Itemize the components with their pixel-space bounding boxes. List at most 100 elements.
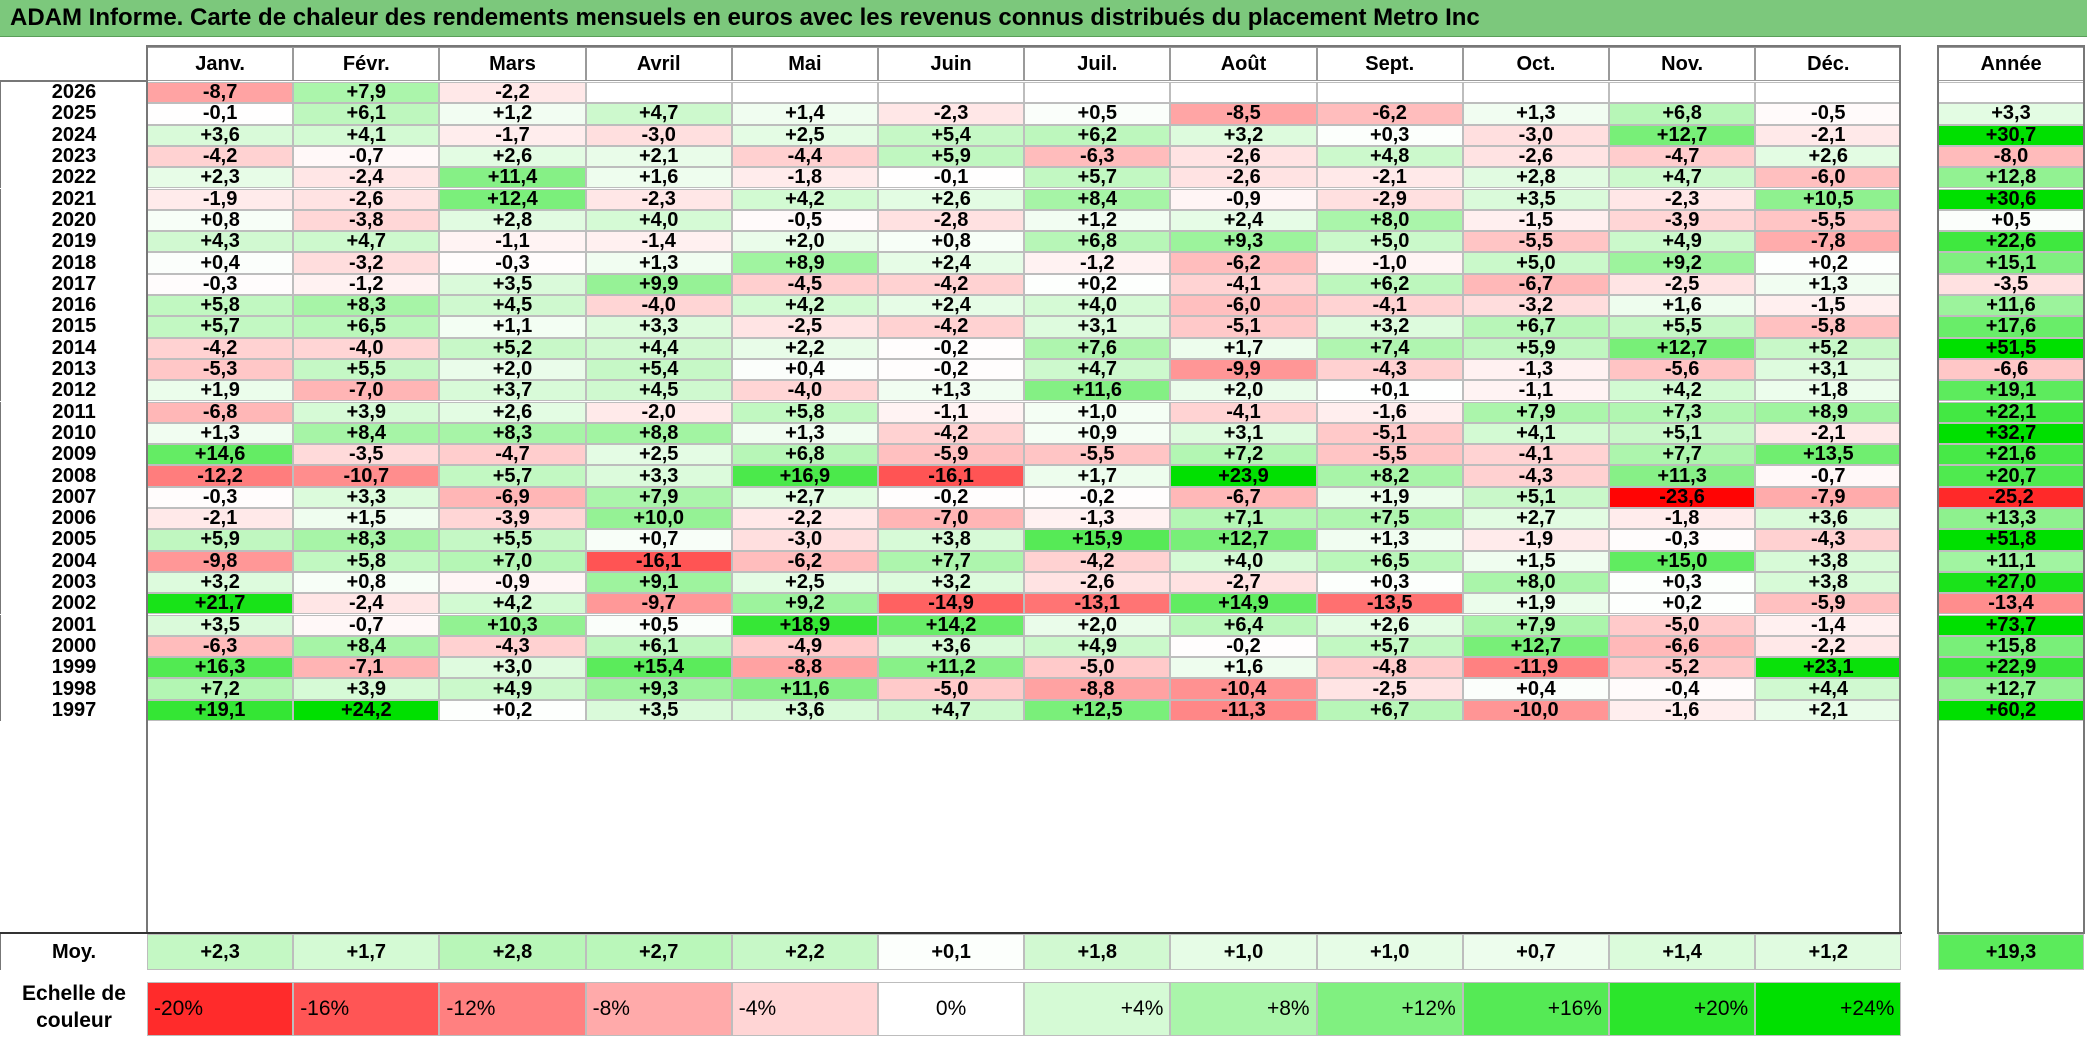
heatmap-cell: +0,5 <box>585 614 732 636</box>
heatmap-cell: -5,5 <box>1462 231 1609 253</box>
heatmap-cell: -9,8 <box>147 550 294 572</box>
heatmap-cell: +2,5 <box>585 444 732 466</box>
heatmap-cell: +1,4 <box>731 103 878 125</box>
heatmap-cell: -1,1 <box>439 231 586 253</box>
heatmap-cell: +7,9 <box>1462 401 1609 423</box>
heatmap-cell: -0,3 <box>1609 529 1756 551</box>
heatmap-cell: +3,8 <box>878 529 1025 551</box>
heatmap-cell: +5,9 <box>878 145 1025 168</box>
color-scale-stop: +4% <box>1024 982 1171 1036</box>
heatmap-cell: -4,2 <box>147 145 294 168</box>
average-label: Moy. <box>0 934 147 970</box>
heatmap-cell: -0,5 <box>731 209 878 232</box>
heatmap-cell: +11,6 <box>1024 380 1171 402</box>
heatmap-cell <box>1609 82 1756 104</box>
heatmap-cell: +1,9 <box>1316 486 1463 508</box>
heatmap-cell: -9,7 <box>585 593 732 615</box>
heatmap-cell: -14,9 <box>878 593 1025 615</box>
heatmap-cell: +5,5 <box>439 529 586 551</box>
annual-cell: +32,7 <box>1938 422 2084 445</box>
heatmap-cell: +7,0 <box>439 550 586 572</box>
heatmap-cell: +2,6 <box>439 401 586 423</box>
heatmap-cell: -5,1 <box>1316 422 1463 445</box>
heatmap-cell: +4,2 <box>439 593 586 615</box>
heatmap-cell: +3,7 <box>439 380 586 402</box>
heatmap-cell: +1,7 <box>1024 465 1171 487</box>
heatmap-cell: +11,6 <box>731 678 878 700</box>
heatmap-cell: +5,5 <box>1609 316 1756 338</box>
heatmap-cell: -0,7 <box>293 614 440 636</box>
heatmap-cell: -1,6 <box>1609 699 1756 721</box>
heatmap-cell: -4,3 <box>1755 529 1902 551</box>
heatmap-cell: -10,4 <box>1170 678 1317 700</box>
heatmap-cell: -2,7 <box>1170 571 1317 594</box>
heatmap-cell: +15,4 <box>585 657 732 679</box>
heatmap-cell: +4,9 <box>1024 635 1171 658</box>
heatmap-cell <box>1316 82 1463 104</box>
heatmap-cell: +19,1 <box>147 699 294 721</box>
annual-cell: +27,0 <box>1938 571 2084 594</box>
heatmap-cell: +10,5 <box>1755 188 1902 210</box>
year-label: 2004 <box>0 550 147 572</box>
heatmap-cell: +6,4 <box>1170 614 1317 636</box>
heatmap-cell: -0,7 <box>1755 465 1902 487</box>
heatmap-cell: +2,6 <box>439 145 586 168</box>
heatmap-cell: +0,2 <box>1024 273 1171 295</box>
heatmap-cell: +21,7 <box>147 593 294 615</box>
heatmap-cell: -2,2 <box>439 82 586 104</box>
heatmap-cell: +1,6 <box>585 167 732 189</box>
heatmap-cell: +0,3 <box>1316 571 1463 594</box>
heatmap-cell: -1,6 <box>1316 401 1463 423</box>
heatmap-cell: +1,3 <box>1316 529 1463 551</box>
annual-cell: +30,7 <box>1938 124 2084 146</box>
heatmap-cell: +3,5 <box>585 699 732 721</box>
year-label: 2016 <box>0 295 147 317</box>
heatmap-cell: -4,7 <box>439 444 586 466</box>
year-label: 2013 <box>0 358 147 381</box>
year-label: 1999 <box>0 657 147 679</box>
heatmap-cell: -4,1 <box>1462 444 1609 466</box>
annual-cell: +12,8 <box>1938 167 2084 189</box>
heatmap-cell: +7,7 <box>878 550 1025 572</box>
year-label: 2007 <box>0 486 147 508</box>
heatmap-cell: -0,1 <box>878 167 1025 189</box>
annual-cell: +13,3 <box>1938 508 2084 530</box>
heatmap-cell: +7,5 <box>1316 508 1463 530</box>
heatmap-cell: +1,9 <box>147 380 294 402</box>
heatmap-cell: -4,9 <box>731 635 878 658</box>
heatmap-cell: -1,8 <box>731 167 878 189</box>
year-label: 2025 <box>0 103 147 125</box>
heatmap-cell: +5,0 <box>1316 231 1463 253</box>
heatmap-cell: -5,0 <box>1609 614 1756 636</box>
heatmap-cell: +5,7 <box>1024 167 1171 189</box>
heatmap-cell: +23,1 <box>1755 657 1902 679</box>
heatmap-cell: +3,0 <box>439 657 586 679</box>
heatmap-cell: -0,1 <box>147 103 294 125</box>
heatmap-cell: +16,9 <box>731 465 878 487</box>
heatmap-cell: +4,9 <box>439 678 586 700</box>
heatmap-cell: -2,3 <box>1609 188 1756 210</box>
heatmap-cell: -1,2 <box>1024 252 1171 274</box>
heatmap-cell: +5,2 <box>439 337 586 359</box>
heatmap-cell: -13,1 <box>1024 593 1171 615</box>
heatmap-cell: -1,2 <box>293 273 440 295</box>
heatmap-cell: -2,6 <box>1024 571 1171 594</box>
color-scale-label-line2: couleur <box>36 1009 112 1032</box>
annual-cell <box>1938 82 2084 104</box>
heatmap-cell: -5,6 <box>1609 358 1756 381</box>
average-cell: +2,8 <box>439 934 586 970</box>
year-label: 2015 <box>0 316 147 338</box>
annual-cell: +51,8 <box>1938 529 2084 551</box>
heatmap-cell: -4,2 <box>1024 550 1171 572</box>
heatmap-cell: -0,3 <box>439 252 586 274</box>
heatmap-cell: +3,2 <box>1316 316 1463 338</box>
heatmap-cell: -16,1 <box>585 550 732 572</box>
heatmap-cell: -3,5 <box>293 444 440 466</box>
heatmap-cell: +4,7 <box>585 103 732 125</box>
year-label: 2001 <box>0 614 147 636</box>
heatmap-cell: +2,4 <box>878 295 1025 317</box>
heatmap-cell: +9,3 <box>1170 231 1317 253</box>
heatmap-cell: -1,9 <box>1462 529 1609 551</box>
year-label: 2017 <box>0 273 147 295</box>
heatmap-cell: +8,2 <box>1316 465 1463 487</box>
